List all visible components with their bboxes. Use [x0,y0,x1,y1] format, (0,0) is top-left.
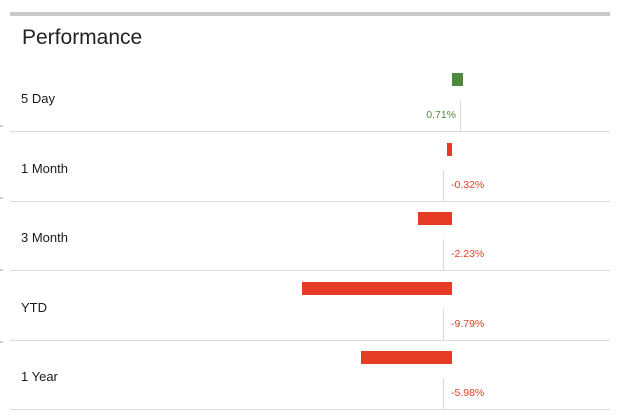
performance-row: 1 Month -0.32% [10,133,610,202]
row-divider [10,270,610,271]
zero-line [443,378,444,409]
row-label: YTD [21,300,47,315]
percent-label: -0.32% [451,179,485,191]
percent-label: -2.23% [451,248,485,260]
edge-tick [0,341,3,343]
zero-line [443,170,444,201]
performance-bar [417,212,452,225]
section-title: Performance [22,26,143,49]
performance-bar [360,351,452,364]
row-label: 1 Month [21,161,68,176]
row-divider [10,340,610,341]
row-label: 3 Month [21,230,68,245]
zero-line [443,309,444,340]
performance-row: 1 Year -5.98% [10,341,610,410]
row-divider [10,201,610,202]
performance-bar [452,73,463,86]
zero-line [460,100,461,131]
edge-tick [0,197,3,199]
edge-tick [0,269,3,271]
percent-label: 0.71% [426,109,456,121]
performance-row: 3 Month -2.23% [10,202,610,271]
performance-row: YTD -9.79% [10,272,610,341]
edge-tick [0,125,3,127]
row-divider [10,131,610,132]
percent-label: -9.79% [451,318,485,330]
performance-row: 5 Day 0.71% [10,63,610,132]
performance-bar [302,282,452,295]
row-divider [10,409,610,410]
row-label: 5 Day [21,91,55,106]
performance-bar [447,143,452,156]
top-rule [10,12,610,16]
percent-label: -5.98% [451,387,485,399]
zero-line [443,239,444,270]
row-label: 1 Year [21,369,58,384]
